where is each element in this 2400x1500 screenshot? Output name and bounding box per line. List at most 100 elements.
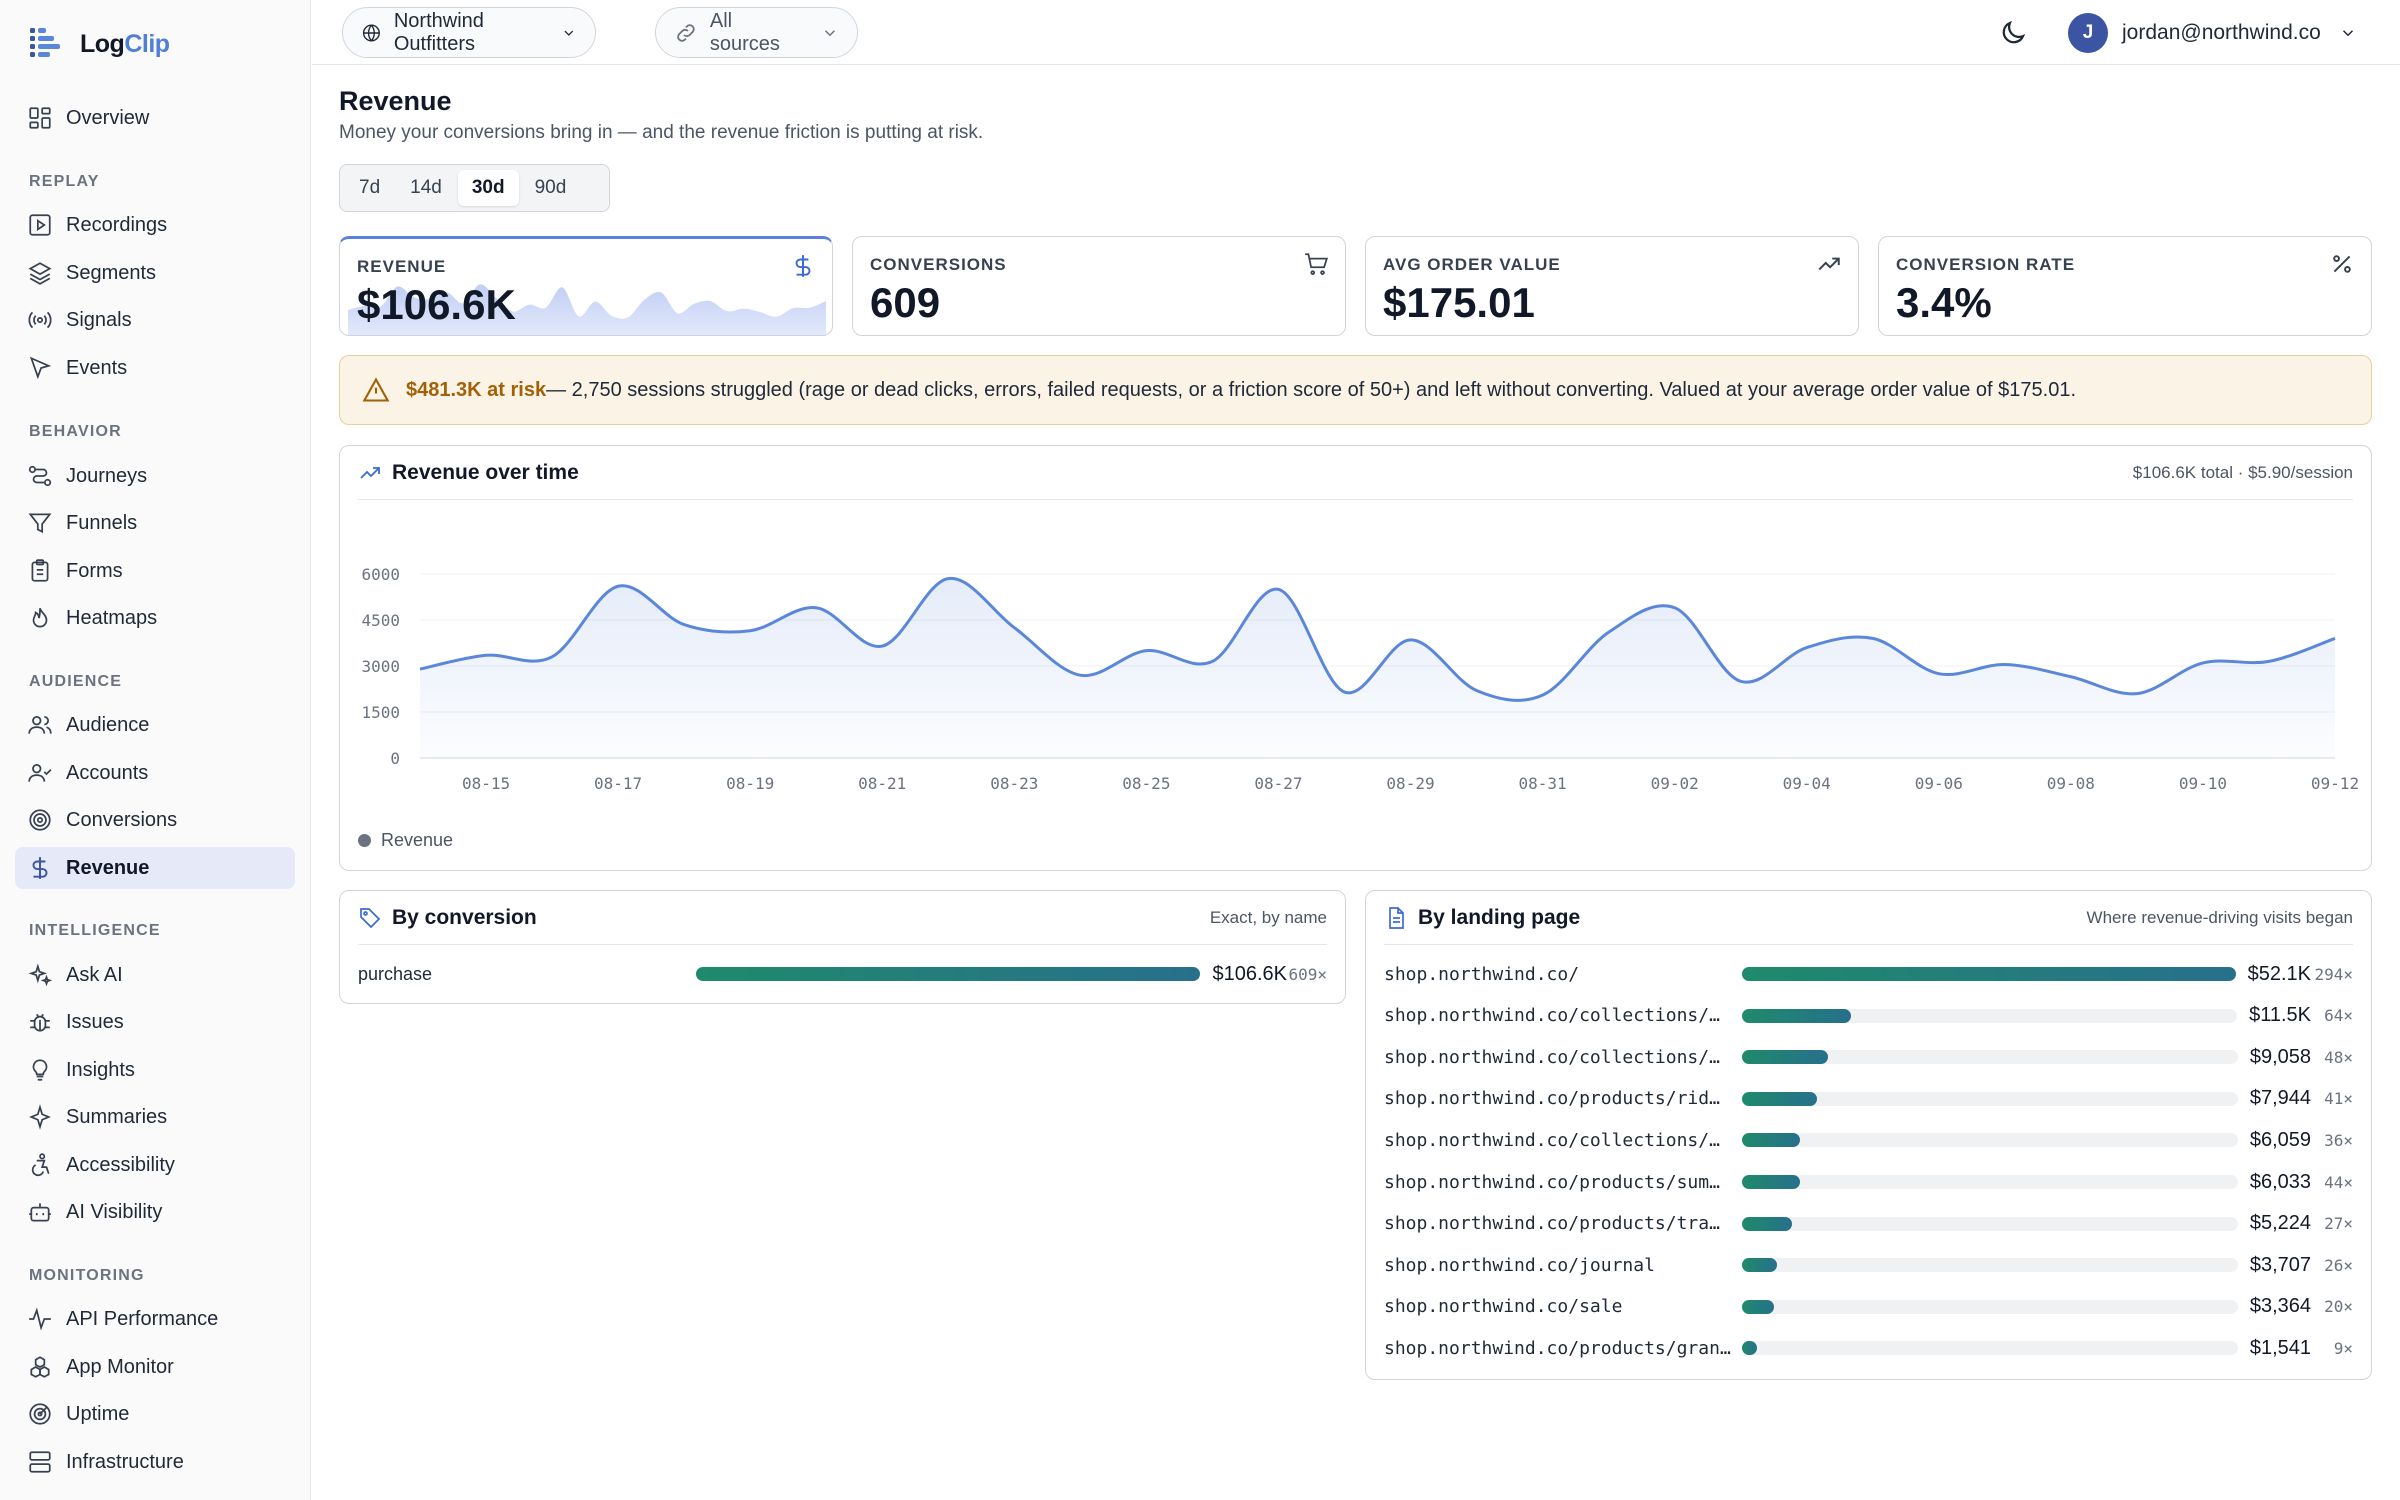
sidebar-item-signals[interactable]: Signals xyxy=(15,299,295,341)
sidebar-item-journeys[interactable]: Journeys xyxy=(15,455,295,497)
row-label: shop.northwind.co/products/gran… xyxy=(1384,1337,1731,1359)
x-tick-label: 09-12 xyxy=(2311,774,2359,793)
revenue-point xyxy=(414,663,426,675)
row-label: shop.northwind.co/products/sum… xyxy=(1384,1171,1720,1193)
table-row[interactable]: shop.northwind.co/products/gran… $1,541 9× xyxy=(1384,1333,2353,1363)
target-icon xyxy=(29,809,51,831)
y-tick-label: 1500 xyxy=(361,703,400,722)
route-icon xyxy=(28,465,52,487)
range-tab-30d[interactable]: 30d xyxy=(457,170,519,206)
moon-icon[interactable] xyxy=(1998,18,2028,48)
sidebar-item-infrastructure[interactable]: Infrastructure xyxy=(15,1441,295,1483)
sidebar-item-recordings[interactable]: Recordings xyxy=(15,204,295,246)
bar-fill xyxy=(1742,1216,1792,1231)
sidebar-item-revenue[interactable]: Revenue xyxy=(15,847,295,889)
table-row[interactable]: shop.northwind.co/sale $3,364 20× xyxy=(1384,1292,2353,1322)
sidebar-item-insights[interactable]: Insights xyxy=(15,1049,295,1091)
row-count: 41× xyxy=(2324,1089,2353,1109)
sidebar-item-audience[interactable]: Audience xyxy=(15,704,295,746)
kpi-label: CONVERSION RATE xyxy=(1896,255,2076,274)
sidebar-item-uptime[interactable]: Uptime xyxy=(15,1393,295,1435)
sidebar-item-label: Uptime xyxy=(66,1402,130,1425)
row-value: $106.6K xyxy=(1212,962,1287,985)
table-row[interactable]: shop.northwind.co/collections/… $9,058 48× xyxy=(1384,1042,2353,1072)
kpi-card-aov[interactable]: AVG ORDER VALUE $175.01 xyxy=(1365,236,1859,336)
range-tab-7d[interactable]: 7d xyxy=(359,177,381,198)
table-row[interactable]: shop.northwind.co/collections/… $11.5K 64× xyxy=(1384,1001,2353,1031)
range-tab-14d[interactable]: 14d xyxy=(410,177,442,198)
sidebar-item-summaries[interactable]: Summaries xyxy=(15,1096,295,1138)
sidebar-item-label: Funnels xyxy=(66,511,138,534)
sidebar-item-events[interactable]: Events xyxy=(15,347,295,389)
source-filter[interactable]: All sources xyxy=(655,7,858,58)
table-row[interactable]: shop.northwind.co/journal $3,707 26× xyxy=(1384,1250,2353,1280)
table-row[interactable]: shop.northwind.co/collections/… $6,059 36× xyxy=(1384,1125,2353,1155)
kpi-label: AVG ORDER VALUE xyxy=(1383,255,1561,274)
sidebar-item-conversions[interactable]: Conversions xyxy=(15,799,295,841)
chevron-down-icon xyxy=(825,29,836,36)
sidebar-item-issues[interactable]: Issues xyxy=(15,1001,295,1043)
panel-note: $106.6K total · $5.90/session xyxy=(2132,462,2353,482)
revenue-chart[interactable]: 0 1500 3000 4500 6000 08-15 08-17 08-19 08-21 08-… xyxy=(340,506,2371,806)
trending-up-icon xyxy=(1818,257,1840,271)
sidebar-item-overview[interactable]: Overview xyxy=(15,97,295,139)
row-value: $3,364 xyxy=(2249,1295,2311,1318)
sidebar-item-heatmaps[interactable]: Heatmaps xyxy=(15,597,295,639)
panel-header: Revenue over time $106.6K total · $5.90/… xyxy=(358,446,2353,500)
row-value: $9,058 xyxy=(2249,1045,2311,1068)
bar-track xyxy=(1742,1091,2238,1106)
sidebar-item-forms[interactable]: Forms xyxy=(15,550,295,592)
nav-group-intelligence: INTELLIGENCE xyxy=(29,922,161,939)
revenue-point xyxy=(2329,632,2341,644)
range-tab-90d[interactable]: 90d xyxy=(534,177,567,198)
legend-dot xyxy=(358,834,371,847)
revenue-point xyxy=(1008,622,1020,634)
row-label: shop.northwind.co/collections/… xyxy=(1384,1129,1720,1151)
revenue-point xyxy=(2263,655,2275,667)
sidebar-item-api-performance[interactable]: API Performance xyxy=(15,1298,295,1340)
table-row[interactable]: purchase $106.6K 609× xyxy=(358,959,1327,989)
workspace-selector[interactable]: Northwind Outfitters xyxy=(342,7,596,58)
bar-track xyxy=(1742,1050,2238,1065)
table-row[interactable]: shop.northwind.co/products/tra… $5,224 27× xyxy=(1384,1209,2353,1239)
panel-title: By landing page xyxy=(1418,905,1581,929)
sidebar-item-app-monitor[interactable]: App Monitor xyxy=(15,1346,295,1388)
sidebar-item-accounts[interactable]: Accounts xyxy=(15,752,295,794)
bar-track xyxy=(1742,1216,2238,1231)
sidebar-item-funnels[interactable]: Funnels xyxy=(15,502,295,544)
workspace-name: Northwind Outfitters xyxy=(393,9,484,55)
x-tick-label: 08-23 xyxy=(990,774,1038,793)
funnel-icon xyxy=(28,513,52,534)
row-label: shop.northwind.co/collections/… xyxy=(1384,1046,1720,1068)
kpi-card-conversion-rate[interactable]: CONVERSION RATE 3.4% xyxy=(1878,236,2372,336)
accessibility-icon xyxy=(31,1153,50,1177)
x-tick-label: 08-17 xyxy=(594,774,642,793)
chevron-down-icon xyxy=(2342,30,2353,37)
sidebar-item-label: Overview xyxy=(66,106,150,129)
app-name: LogClip xyxy=(80,29,170,58)
logo[interactable]: LogClip xyxy=(28,24,170,64)
table-row[interactable]: shop.northwind.co/ $52.1K 294× xyxy=(1384,959,2353,989)
revenue-point xyxy=(2197,657,2209,669)
row-value: $3,707 xyxy=(2249,1253,2311,1276)
users-icon xyxy=(28,716,52,734)
panel-note: Where revenue-driving visits began xyxy=(2086,907,2353,927)
kpi-card-conversions[interactable]: CONVERSIONS 609 xyxy=(852,236,1346,336)
panel-title: Revenue over time xyxy=(392,460,579,484)
row-value: $5,224 xyxy=(2249,1212,2311,1235)
chart-legend[interactable]: Revenue xyxy=(358,830,453,851)
sidebar-item-ask-ai[interactable]: Ask AI xyxy=(15,954,295,996)
table-row[interactable]: shop.northwind.co/products/rid… $7,944 41× xyxy=(1384,1084,2353,1114)
sidebar-item-accessibility[interactable]: Accessibility xyxy=(15,1144,295,1186)
revenue-point xyxy=(612,580,624,592)
signal-icon xyxy=(28,311,52,329)
revenue-point xyxy=(1735,675,1747,687)
table-row[interactable]: shop.northwind.co/products/sum… $6,033 44× xyxy=(1384,1167,2353,1197)
sidebar-item-segments[interactable]: Segments xyxy=(15,252,295,294)
user-check-icon xyxy=(28,764,52,782)
kpi-card-revenue[interactable]: REVENUE $106.6K xyxy=(339,236,833,336)
sidebar-item-ai-visibility[interactable]: AI Visibility xyxy=(15,1191,295,1233)
sidebar-item-label: Infrastructure xyxy=(66,1450,184,1473)
row-count: 26× xyxy=(2324,1255,2353,1275)
user-menu[interactable]: J jordan@northwind.co xyxy=(2068,12,2357,54)
